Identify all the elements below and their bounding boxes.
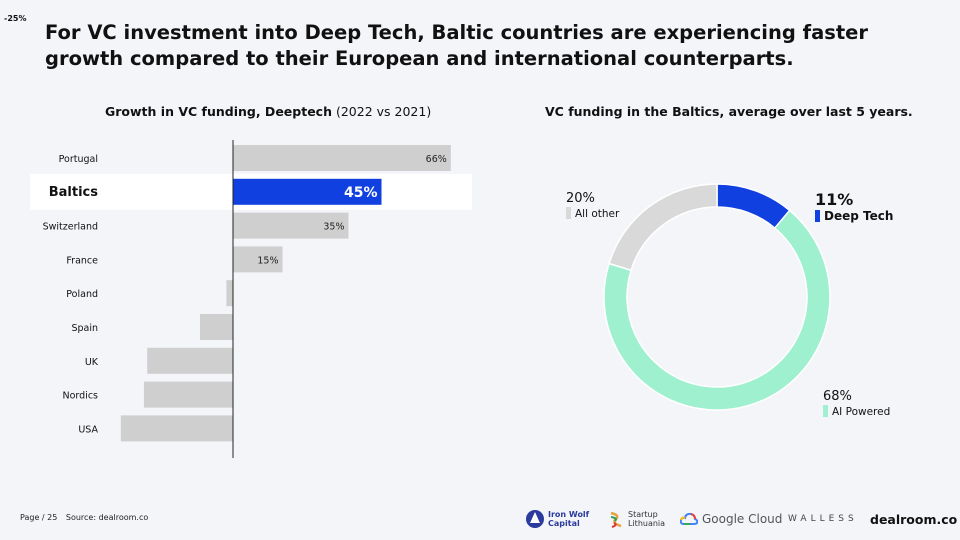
donut-chart: 11%Deep Tech 68% AI Powered 20% All other xyxy=(566,183,893,418)
wolf-icon xyxy=(526,510,544,528)
value-label-france: 15% xyxy=(257,255,278,266)
bar-uk xyxy=(147,347,233,374)
category-label-switzerland: Switzerland xyxy=(43,222,98,233)
iron-wolf-capital-logo: Iron Wolf Capital xyxy=(526,505,589,533)
value-label-baltics: 45% xyxy=(344,185,378,201)
category-label-baltics: Baltics xyxy=(49,185,99,200)
category-label-usa: USA xyxy=(78,424,98,435)
partner-logos: Iron Wolf Capital Startup Lithuania Goog… xyxy=(520,505,957,533)
bar-chart: Portugal 66% Baltics 45% Switzerland 35% Franc… xyxy=(30,140,472,458)
bar-poland xyxy=(226,280,233,307)
value-label-switzerland: 35% xyxy=(323,222,344,233)
bar-spain xyxy=(200,314,233,340)
page-number: Page / 25 xyxy=(20,513,58,522)
bar-portugal xyxy=(233,145,451,171)
donut-slice-ai-powered xyxy=(603,209,831,411)
startup-line2: Lithuania xyxy=(628,519,666,528)
donut-percent-ai-powered: 68% xyxy=(823,389,852,404)
donut-slice-deep-tech xyxy=(716,183,791,230)
bar-chart-title-rest: (2022 vs 2021) xyxy=(335,104,432,119)
bar-france xyxy=(233,246,283,273)
corner-label: -25% xyxy=(4,14,27,23)
category-label-nordics: Nordics xyxy=(63,391,99,402)
category-label-spain: Spain xyxy=(71,323,98,334)
donut-percent-all-other: 20% xyxy=(566,191,595,206)
legend-swatch-deep-tech xyxy=(815,210,820,222)
startup-line1: Startup xyxy=(628,510,658,519)
dealroom-logo: dealroom.co xyxy=(870,511,958,527)
footer: Page / 25 Source: dealroom.co xyxy=(20,513,148,522)
google-cloud-icon xyxy=(680,512,698,525)
bar-usa xyxy=(120,415,233,442)
legend-label-deep-tech: Deep Tech xyxy=(824,209,893,223)
category-label-portugal: Portugal xyxy=(59,154,98,165)
category-label-france: France xyxy=(66,255,98,266)
category-label-uk: UK xyxy=(85,357,99,368)
page-title: For VC investment into Deep Tech, Baltic… xyxy=(45,21,869,70)
source-note: Source: dealroom.co xyxy=(65,513,149,522)
legend-swatch-all-other xyxy=(566,207,571,219)
bar-chart-title-bold: Growth in VC funding, Deeptech xyxy=(105,104,332,119)
bar-nordics xyxy=(143,381,233,408)
bar-chart-title: Growth in VC funding, Deeptech (2022 vs … xyxy=(105,104,431,119)
value-label-portugal: 66% xyxy=(426,154,447,165)
iron-wolf-line1: Iron Wolf xyxy=(548,510,590,519)
walless-logo: WALLESS xyxy=(788,514,858,524)
bar-switzerland xyxy=(233,212,349,239)
category-label-poland: Poland xyxy=(66,289,98,300)
google-cloud-logo: Google Cloud xyxy=(680,505,782,533)
legend-label-ai-powered: AI Powered xyxy=(832,406,890,418)
iron-wolf-line2: Capital xyxy=(548,519,580,528)
startup-lithuania-icon xyxy=(610,511,622,528)
legend-swatch-ai-powered xyxy=(823,405,828,417)
startup-lithuania-logo: Startup Lithuania xyxy=(608,505,665,533)
donut-percent-deep-tech: 11% xyxy=(815,190,853,209)
donut-slice-all-other xyxy=(608,183,718,272)
legend-label-all-other: All other xyxy=(575,208,620,220)
bar-baltics xyxy=(233,178,382,205)
donut-chart-title: VC funding in the Baltics, average over … xyxy=(545,104,913,119)
google-cloud-text: Google Cloud xyxy=(702,512,783,526)
